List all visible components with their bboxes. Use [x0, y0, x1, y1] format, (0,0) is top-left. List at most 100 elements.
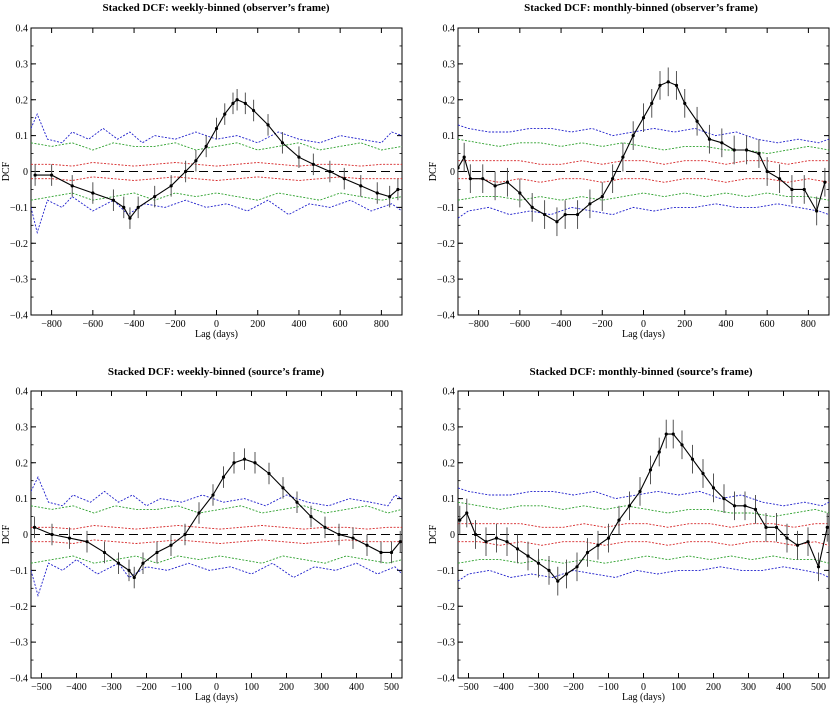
dcf-point: [183, 532, 187, 537]
dcf-point: [638, 489, 642, 494]
y-tick-label: −0.1: [437, 203, 455, 214]
confidence-band-upper-2: [31, 505, 402, 514]
dcf-point: [790, 187, 794, 192]
y-tick-label: 0.1: [443, 131, 456, 142]
dcf-point: [802, 187, 806, 192]
y-tick-label: 0.3: [16, 422, 29, 433]
dcf-point: [223, 112, 227, 116]
dcf-point: [359, 184, 363, 188]
dcf-point: [136, 205, 140, 209]
plot-data: [458, 67, 829, 237]
dcf-point: [155, 550, 159, 555]
confidence-band-lower-1: [458, 566, 829, 582]
x-tick-label: −200: [165, 319, 186, 330]
dcf-point: [169, 184, 173, 188]
dcf-point: [575, 212, 580, 217]
dcf-point: [458, 518, 462, 522]
confidence-band-lower-5: [31, 176, 402, 181]
chart-title: Stacked DCF: monthly-binned (source’s fr…: [529, 366, 752, 378]
y-tick-label: −0.4: [10, 674, 28, 685]
y-tick-label: −0.3: [10, 638, 28, 649]
confidence-band-upper-4: [31, 525, 402, 530]
x-tick-label: 0: [214, 682, 219, 693]
dcf-point: [197, 511, 201, 515]
y-tick-label: 0: [23, 167, 28, 178]
dcf-point: [732, 148, 736, 152]
dcf-point: [825, 525, 829, 529]
dcf-point: [671, 432, 675, 436]
x-tick-label: 600: [760, 319, 775, 330]
y-tick-label: 0.4: [16, 387, 29, 398]
x-tick-label: 400: [349, 682, 364, 693]
x-tick-label: −100: [171, 682, 192, 693]
dcf-point: [116, 561, 121, 565]
y-tick-label: 0.2: [16, 95, 29, 106]
dcf-point: [744, 148, 749, 152]
confidence-band-upper-4: [458, 160, 829, 165]
y-tick-label: −0.2: [437, 239, 455, 250]
dcf-line: [35, 99, 399, 220]
chart-title: Stacked DCF: weekly-binned (source’s fra…: [108, 366, 325, 378]
x-tick-label: 200: [279, 682, 294, 693]
x-tick-label: 400: [776, 682, 791, 693]
x-tick-label: −400: [124, 319, 145, 330]
y-tick-label: 0.2: [443, 95, 456, 106]
dcf-point: [564, 572, 569, 576]
dcf-point: [111, 198, 116, 202]
dcf-point: [295, 500, 299, 504]
confidence-band-upper-4: [31, 162, 402, 167]
x-tick-label: 100: [671, 682, 686, 693]
x-tick-label: −200: [136, 682, 157, 693]
x-axis-label: Lag (days): [622, 329, 665, 340]
dcf-point: [585, 550, 590, 555]
x-tick-label: 200: [250, 319, 265, 330]
confidence-band-lower-5: [458, 178, 829, 183]
dcf-point: [91, 191, 95, 195]
dcf-point: [32, 525, 37, 529]
x-tick-label: −400: [551, 319, 572, 330]
chart-panel-1: Stacked DCF: weekly-binned (observer’s f…: [1, 2, 403, 340]
dcf-point: [536, 561, 541, 565]
x-tick-label: 500: [384, 682, 399, 693]
x-tick-label: −300: [528, 682, 549, 693]
x-tick-label: 100: [244, 682, 259, 693]
confidence-band-lower-5: [31, 539, 402, 544]
x-tick-label: −800: [41, 319, 62, 330]
dcf-point: [701, 471, 705, 476]
confidence-band-lower-3: [458, 192, 829, 201]
dcf-point: [494, 536, 499, 540]
dcf-point: [785, 536, 789, 540]
confidence-band-lower-1: [458, 203, 829, 219]
dcf-point: [128, 216, 132, 220]
y-axis-label: DCF: [428, 161, 439, 181]
x-tick-label: 400: [718, 319, 733, 330]
dcf-point: [309, 514, 313, 519]
x-tick-label: −600: [510, 319, 531, 330]
plot-data: [458, 419, 829, 596]
y-tick-label: 0.4: [443, 24, 456, 35]
y-tick-label: −0.2: [437, 602, 455, 613]
confidence-band-lower-3: [31, 192, 402, 201]
confidence-band-lower-5: [458, 541, 829, 546]
dcf-point: [664, 432, 668, 436]
y-tick-label: 0.4: [443, 387, 456, 398]
dcf-point: [235, 98, 239, 102]
dcf-point: [627, 504, 632, 508]
x-tick-label: −300: [101, 682, 122, 693]
y-tick-label: −0.4: [437, 311, 455, 322]
dcf-point: [211, 493, 215, 497]
dcf-point: [542, 212, 547, 217]
dcf-point: [823, 180, 827, 184]
dcf-point: [621, 155, 625, 159]
dcf-point: [122, 205, 126, 209]
dcf-point: [253, 461, 257, 465]
y-tick-label: 0.2: [443, 458, 456, 469]
dcf-line: [34, 458, 401, 579]
y-tick-label: 0: [450, 530, 455, 541]
dcf-point: [575, 565, 579, 569]
x-tick-label: −200: [592, 319, 613, 330]
dcf-point: [50, 173, 54, 177]
dcf-point: [658, 83, 662, 87]
dcf-point: [221, 475, 226, 479]
dcf-point: [194, 159, 198, 163]
